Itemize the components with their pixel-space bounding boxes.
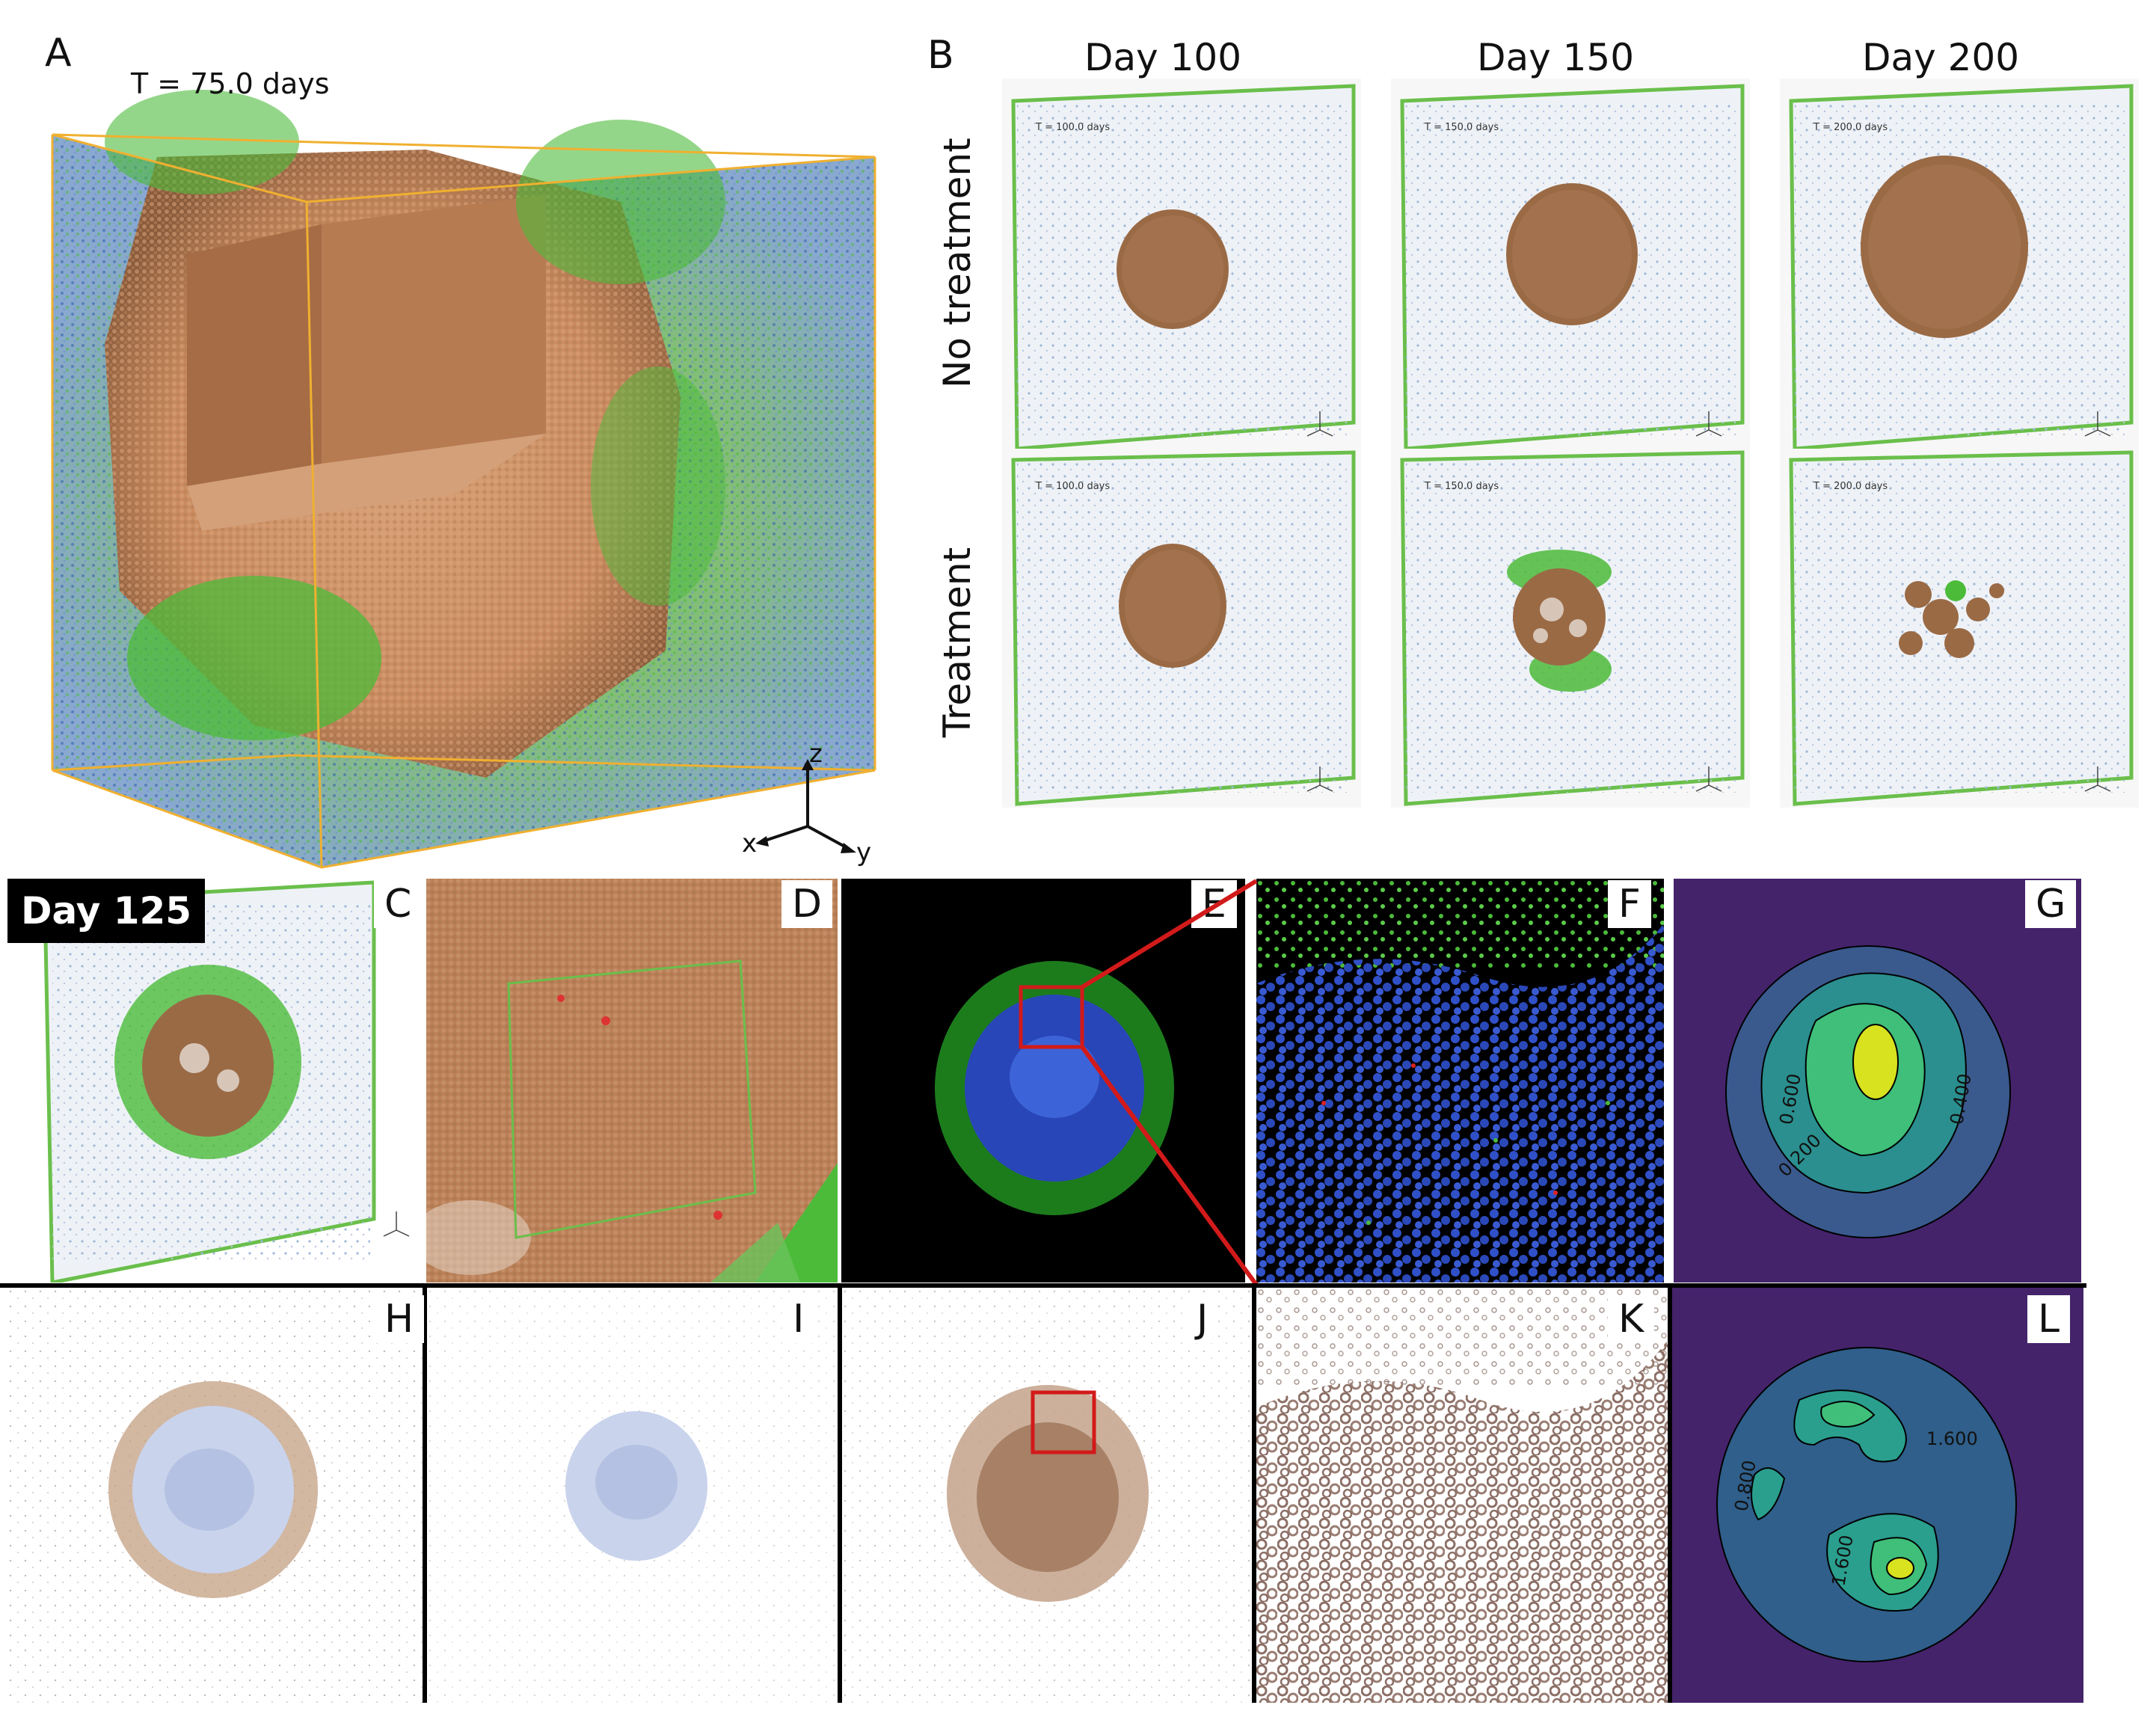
panel-b-col-day150: Day 150 — [1476, 36, 1635, 79]
separator-horizontal — [0, 1283, 2086, 1288]
panel-g-contour: 0.600 0.400 0.200 — [1674, 879, 2081, 1283]
separator-v1 — [423, 1288, 427, 1703]
panel-c: Day 125 C — [7, 879, 423, 1286]
panel-b-letter: B — [927, 33, 954, 78]
panel-j: J — [842, 1288, 1252, 1703]
panel-c-render — [7, 879, 423, 1286]
panel-a-axis-y: y — [856, 838, 872, 867]
panel-b-no-treatment-day150 — [1391, 79, 1750, 452]
panel-b-treatment-day150 — [1391, 449, 1750, 808]
panel-f: F — [1256, 879, 1664, 1283]
panel-b-time-6: T = 200.0 days — [1813, 481, 1888, 492]
panel-b-time-3: T = 200.0 days — [1813, 122, 1888, 133]
panel-h-letter: H — [374, 1295, 425, 1343]
panel-b-col-day200: Day 200 — [1861, 36, 2020, 79]
panel-c-letter: C — [374, 880, 423, 928]
panel-a-time-label: T = 75.0 days — [131, 67, 330, 100]
panel-d-render — [411, 879, 838, 1283]
panel-b-time-2: T = 150.0 days — [1425, 122, 1499, 133]
panel-b-treatment-day200 — [1780, 449, 2139, 808]
panel-g-letter: G — [2025, 880, 2077, 928]
panel-a: A T = 75.0 days z x y — [7, 7, 882, 875]
panel-l-contour: 1.600 0.800 1.600 — [1672, 1288, 2083, 1703]
panel-e-render — [841, 879, 1245, 1283]
panel-i: I — [427, 1288, 838, 1703]
panel-i-render — [427, 1288, 838, 1703]
panel-e: E — [841, 879, 1245, 1283]
panel-d: D — [411, 879, 838, 1283]
panel-b-treatment-day100 — [1002, 449, 1361, 808]
panel-c-day-label: Day 125 — [21, 889, 192, 933]
panel-k-render — [1256, 1288, 1668, 1703]
panel-b-no-treatment-day200 — [1780, 79, 2139, 452]
panel-b-time-4: T = 100.0 days — [1036, 481, 1111, 492]
panel-j-letter: J — [1186, 1295, 1219, 1343]
panel-l: 1.600 0.800 1.600 L — [1672, 1288, 2083, 1703]
panel-k: K — [1256, 1288, 1668, 1703]
separator-v4 — [1668, 1288, 1672, 1703]
panel-b: B Day 100 Day 150 Day 200 No treatment T… — [897, 0, 2156, 838]
panel-b-row-no-treatment: No treatment — [936, 138, 979, 388]
panel-f-letter: F — [1608, 880, 1651, 928]
panel-g: 0.600 0.400 0.200 G — [1674, 879, 2081, 1283]
panel-b-time-5: T = 150.0 days — [1425, 481, 1499, 492]
panel-h-render — [7, 1288, 423, 1703]
panel-h: H — [7, 1288, 425, 1703]
panel-j-render — [842, 1288, 1252, 1703]
panel-i-letter: I — [782, 1295, 815, 1343]
panel-k-letter: K — [1608, 1295, 1655, 1343]
panel-a-render — [51, 90, 876, 869]
panel-f-render — [1256, 879, 1664, 1283]
panel-b-row-treatment: Treatment — [936, 547, 979, 738]
panel-a-letter: A — [45, 31, 72, 76]
separator-v3 — [1252, 1288, 1256, 1703]
contour-label-l-1: 1.600 — [1926, 1428, 1978, 1449]
panel-b-no-treatment-day100 — [1002, 79, 1361, 452]
panel-a-axis-z: z — [809, 739, 823, 769]
panel-l-letter: L — [2027, 1295, 2070, 1343]
panel-e-letter: E — [1191, 880, 1237, 928]
panel-a-axis-x: x — [742, 829, 758, 858]
panel-b-time-1: T = 100.0 days — [1036, 122, 1111, 133]
panel-b-col-day100: Day 100 — [1084, 36, 1242, 79]
panel-d-letter: D — [781, 880, 833, 928]
separator-v2 — [838, 1288, 842, 1703]
panel-c-day-badge: Day 125 — [7, 879, 206, 943]
